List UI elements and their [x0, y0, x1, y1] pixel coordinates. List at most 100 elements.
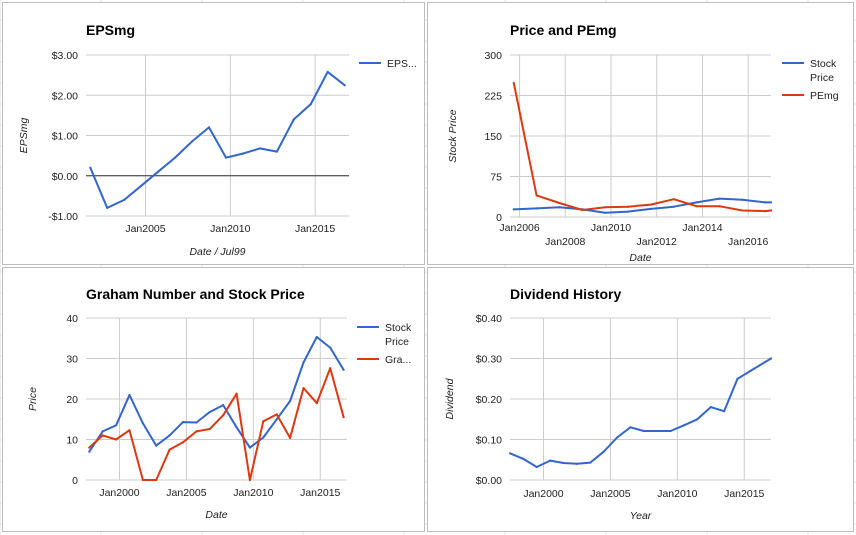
data-point — [195, 430, 198, 433]
series-line — [509, 357, 772, 468]
data-point — [604, 211, 607, 214]
data-point — [741, 209, 744, 212]
legend-label: Stock — [385, 322, 412, 334]
data-point — [262, 436, 265, 439]
data-point — [302, 361, 305, 364]
x-tick-label: Jan2010 — [657, 488, 697, 500]
x-axis-title: Date — [629, 252, 651, 264]
data-point — [123, 198, 126, 201]
data-point — [258, 147, 261, 150]
data-point — [616, 436, 619, 439]
data-point — [672, 198, 675, 201]
y-axis-title: Price — [27, 387, 39, 411]
data-point — [575, 462, 578, 465]
chart-title: Price and PEmg — [510, 22, 617, 38]
data-point — [115, 424, 118, 427]
eps-chart-panel[interactable]: EPSmg $3.00 $2.00 $1.00 $0.00 -$1.00 Jan2005 Ja… — [2, 2, 425, 265]
data-point — [174, 156, 177, 159]
x-tick-label: Jan2005 — [125, 223, 165, 235]
y-tick-label: $1.00 — [52, 131, 78, 143]
data-point — [208, 427, 211, 431]
data-point — [736, 377, 739, 380]
data-point — [190, 140, 194, 143]
legend-label: Gra... — [385, 354, 411, 366]
data-point — [709, 406, 712, 409]
data-point — [558, 206, 561, 209]
data-point — [342, 368, 345, 371]
series-line — [88, 336, 345, 453]
x-tick-label: Jan2010 — [233, 487, 273, 499]
data-point — [562, 461, 565, 465]
y-tick-label: $3.00 — [52, 50, 78, 62]
x-tick-label: Jan2005 — [166, 487, 206, 499]
y-tick-label: 150 — [484, 131, 502, 143]
legend-label: EPS... — [387, 58, 417, 70]
data-point — [292, 118, 295, 121]
data-point — [195, 421, 198, 424]
y-tick-label: 10 — [66, 435, 78, 447]
data-point — [749, 369, 752, 372]
dividend-chart-panel[interactable]: Dividend History $0.40 $0.30 $0.20 $0.10 $0.0… — [427, 267, 854, 532]
legend-label: PEmg — [810, 90, 839, 102]
data-point — [512, 208, 515, 211]
series-line — [512, 82, 772, 213]
price-pe-chart-panel[interactable]: Price and PEmg 300 225 150 75 0 Jan2006 Jan2008… — [427, 2, 854, 265]
data-point — [289, 399, 292, 403]
data-point — [275, 413, 278, 416]
data-point — [181, 421, 185, 424]
legend-label: Stock — [810, 58, 837, 70]
series-line — [88, 367, 345, 481]
y-tick-label: $0.40 — [476, 313, 502, 325]
data-point — [157, 170, 160, 173]
data-point — [140, 184, 143, 187]
y-tick-label: 30 — [66, 354, 78, 366]
y-tick-label: 300 — [484, 50, 502, 62]
data-point — [589, 461, 592, 464]
x-tick-label: Jan2008 — [545, 236, 585, 248]
data-point — [626, 210, 630, 213]
legend-label: Price — [385, 336, 409, 348]
x-axis-title: Date / Jul99 — [189, 246, 245, 258]
data-point — [128, 429, 131, 432]
y-tick-label: 0 — [72, 475, 78, 487]
data-point — [222, 404, 225, 407]
data-point — [602, 450, 605, 453]
y-tick-label: $2.00 — [52, 90, 78, 102]
graham-chart: Graham Number and Stock Price 40 30 20 10 0 Ja… — [27, 286, 412, 521]
x-tick-label: Jan2012 — [637, 236, 677, 248]
data-point — [241, 152, 244, 155]
y-tick-label: $0.10 — [476, 435, 502, 447]
y-tick-label: 225 — [484, 91, 502, 103]
x-tick-label: Jan2005 — [590, 488, 630, 500]
data-point — [275, 418, 278, 421]
data-point — [769, 209, 773, 212]
chart-title: Dividend History — [510, 286, 621, 302]
x-tick-label: Jan2010 — [210, 223, 250, 235]
data-point — [222, 414, 225, 417]
y-tick-label: 40 — [66, 313, 78, 325]
data-point — [128, 393, 131, 397]
data-point — [248, 446, 251, 449]
x-tick-label: Jan2010 — [591, 222, 631, 234]
y-tick-label: $0.30 — [476, 354, 502, 366]
eps-chart: EPSmg $3.00 $2.00 $1.00 $0.00 -$1.00 Jan2005 Ja… — [18, 22, 417, 258]
y-tick-label: 20 — [66, 394, 78, 406]
data-point — [672, 205, 675, 208]
chart-title: EPSmg — [86, 22, 135, 38]
data-point — [642, 429, 645, 433]
y-tick-label: 0 — [496, 212, 502, 224]
data-point — [262, 420, 265, 423]
data-point — [656, 429, 659, 433]
graham-chart-panel[interactable]: Graham Number and Stock Price 40 30 20 10 0 Ja… — [2, 267, 425, 532]
data-point — [343, 84, 346, 87]
legend-label: Price — [810, 72, 834, 84]
data-point — [275, 150, 278, 153]
data-point — [682, 424, 686, 427]
data-point — [235, 392, 238, 395]
data-point — [309, 103, 312, 106]
data-point — [101, 434, 104, 437]
data-point — [535, 207, 538, 210]
data-point — [769, 201, 773, 204]
x-tick-label: Jan2014 — [682, 222, 722, 234]
data-point — [248, 478, 251, 482]
